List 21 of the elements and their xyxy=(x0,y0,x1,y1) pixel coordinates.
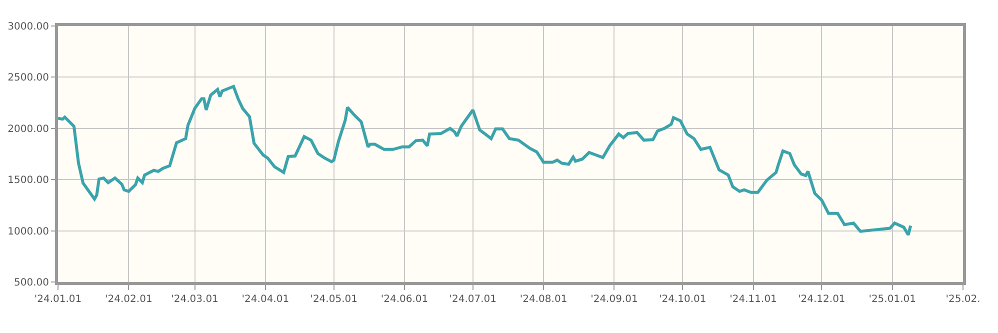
y-tick-label: 3000.00 xyxy=(8,22,49,32)
x-tick-label: '24.01.01 xyxy=(34,294,82,305)
x-tick-label: '24.05.01 xyxy=(310,294,358,305)
x-tick-label: '25.01.01 xyxy=(868,294,916,305)
x-tick-label: '24.02.01 xyxy=(105,294,152,305)
line-series xyxy=(58,84,912,236)
y-tick-label: 2000.00 xyxy=(8,124,49,135)
x-tick-label: '25.02. xyxy=(946,294,980,305)
x-tick-label: '24.10.01 xyxy=(658,294,706,305)
y-tick-label: 1500.00 xyxy=(8,175,49,186)
x-tick-label: '24.03.01 xyxy=(171,294,218,305)
x-tick-label: '24.06.01 xyxy=(380,294,428,305)
x-tick-label: '24.07.01 xyxy=(449,294,497,305)
x-tick-label: '24.04.01 xyxy=(242,294,290,305)
x-tick-label: '24.12.01 xyxy=(798,294,846,305)
y-tick-label: 2500.00 xyxy=(8,72,49,84)
y-tick-label: 500.00 xyxy=(14,278,49,288)
y-tick-label: 1000.00 xyxy=(8,226,49,238)
x-tick-label: '24.09.01 xyxy=(590,294,638,305)
x-tick-label: '24.08.01 xyxy=(520,294,568,305)
x-tick-label: '24.11.01 xyxy=(730,294,777,305)
